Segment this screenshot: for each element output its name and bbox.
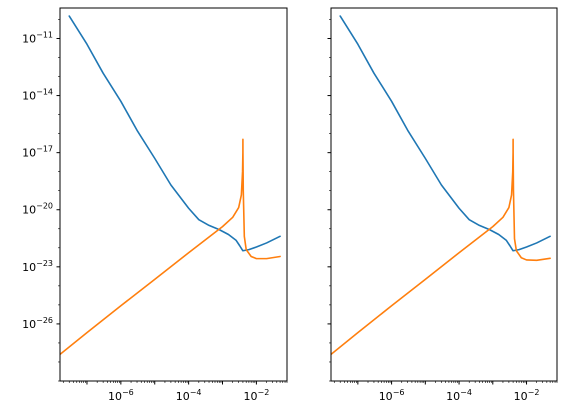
left-x-tick-label: 10−6 bbox=[108, 388, 134, 403]
left-x-tick-label: 10−4 bbox=[176, 388, 202, 403]
left-y-tick-label: 10−20 bbox=[22, 202, 53, 217]
left-series-1-line bbox=[68, 15, 281, 252]
left-panel: 10−6 10−4 10−2 10−11 10−14 10−17 10−20 10−23 10−… bbox=[22, 7, 288, 403]
left-x-tick-label: 10−2 bbox=[243, 388, 269, 403]
left-y-tick-label: 10−11 bbox=[22, 30, 53, 45]
right-x-tick-label: 10−6 bbox=[379, 388, 405, 403]
right-panel: 10−6 10−4 10−2 bbox=[327, 7, 558, 403]
left-y-tick-label: 10−26 bbox=[22, 316, 53, 331]
right-x-tick-label: 10−4 bbox=[446, 388, 472, 403]
left-y-tick-label: 10−23 bbox=[22, 259, 53, 274]
right-axes-frame bbox=[330, 7, 558, 382]
left-axes-frame bbox=[59, 7, 288, 382]
left-y-tick-label: 10−17 bbox=[22, 145, 53, 160]
right-x-tick-label: 10−2 bbox=[514, 388, 540, 403]
left-y-tick-label: 10−14 bbox=[22, 88, 53, 103]
right-series-1-line bbox=[339, 15, 551, 252]
left-series-2-line bbox=[60, 138, 281, 356]
right-series-2-line bbox=[331, 138, 551, 356]
